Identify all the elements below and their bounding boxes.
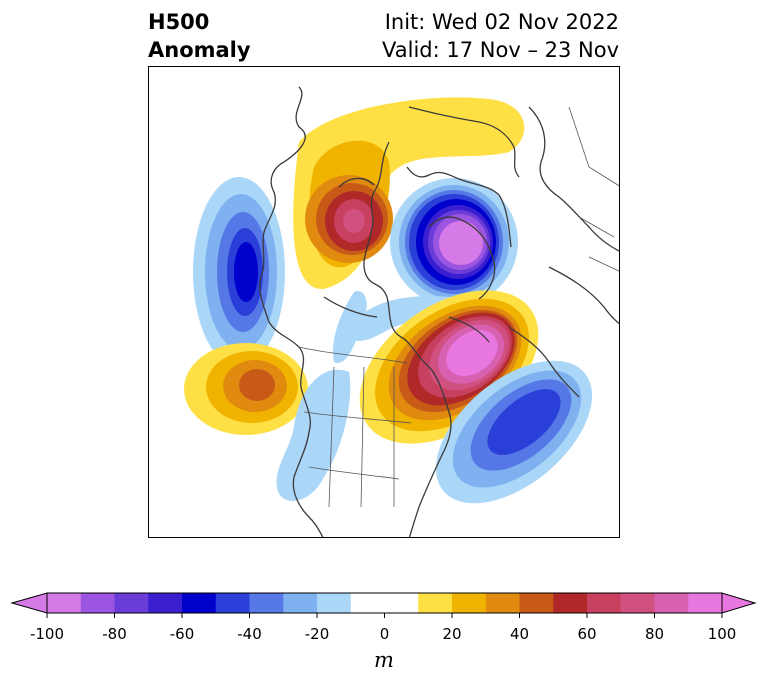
colorbar-tick-label: -40 (237, 625, 262, 643)
title-right: Init: Wed 02 Nov 2022 Valid: 17 Nov – 23… (382, 8, 619, 64)
colorbar-cell (182, 593, 217, 613)
anomaly-map (148, 66, 620, 538)
colorbar-cell (249, 593, 284, 613)
colorbar-cell (452, 593, 487, 613)
colorbar-cells (47, 593, 723, 613)
valid-range: Valid: 17 Nov – 23 Nov (382, 38, 619, 62)
colorbar-cell (148, 593, 183, 613)
coastlines (259, 86, 619, 537)
colorbar-tick-label: 40 (509, 625, 530, 643)
map-svg (184, 86, 619, 537)
colorbar-tick-label: -20 (304, 625, 330, 643)
colorbar-ticks (46, 613, 723, 618)
anomaly-arctic-low (390, 178, 518, 306)
colorbar-tick-label: -60 (169, 625, 195, 643)
anomaly-north-atlantic-high (359, 290, 539, 444)
colorbar-cell (47, 593, 82, 613)
colorbar-cell (485, 593, 520, 613)
colorbar-tick-label: -80 (102, 625, 127, 643)
colorbar-cell (519, 593, 554, 613)
colorbar-cell (620, 593, 655, 613)
colorbar-tick-label: 80 (644, 625, 665, 643)
anomaly-north-pacific-high (184, 343, 308, 435)
colorbar-extend-left (10, 592, 48, 614)
anomaly-western-canada-low (193, 177, 285, 367)
title-line-1: H500 (148, 10, 210, 34)
colorbar-cell (283, 593, 318, 613)
title-line-2: Anomaly (148, 38, 251, 62)
colorbar-tick-label: 60 (577, 625, 597, 643)
colorbar-cell (215, 593, 250, 613)
anomaly-western-us-low (276, 291, 367, 501)
borders (298, 106, 619, 508)
colorbar-cell (688, 593, 723, 613)
colorbar-extend-right (721, 592, 757, 614)
init-date: Init: Wed 02 Nov 2022 (384, 10, 619, 34)
colorbar-tick-label: 100 (707, 625, 737, 643)
title-left: H500 Anomaly (148, 8, 251, 64)
colorbar-cell (418, 593, 453, 613)
colorbar-cell (654, 593, 689, 613)
colorbar-cell (317, 593, 352, 613)
colorbar-cell (553, 593, 588, 613)
anomaly-central-atlantic-low (435, 360, 593, 504)
colorbar-unit-label: m (374, 648, 394, 672)
colorbar-cell (80, 593, 115, 613)
colorbar-tick-label: -100 (29, 625, 65, 643)
colorbar-cell (114, 593, 149, 613)
colorbar-cell (350, 593, 419, 613)
colorbar-tick-label: 0 (379, 625, 390, 643)
colorbar-tick-label: 20 (442, 625, 462, 643)
colorbar (10, 592, 757, 618)
colorbar-cell (587, 593, 622, 613)
